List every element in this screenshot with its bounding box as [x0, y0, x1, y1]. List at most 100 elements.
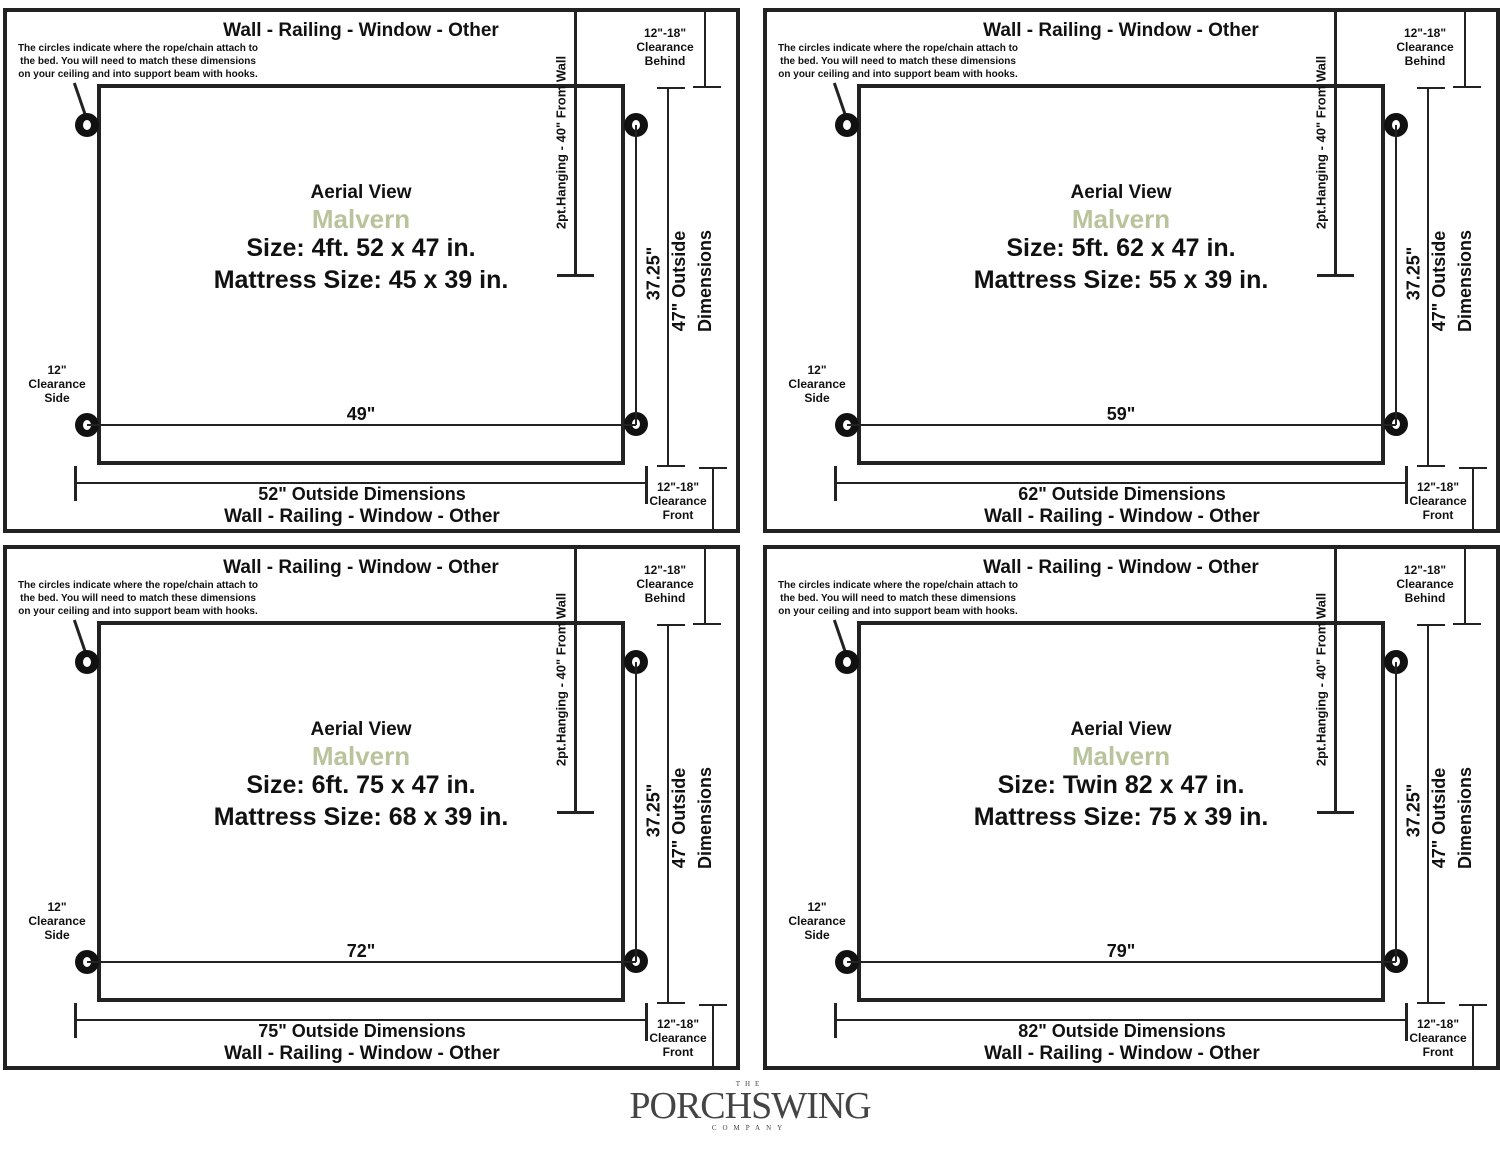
logo-the: THE [735, 1080, 765, 1088]
clearance-front-label: 12"-18" Clearance Front [1409, 1017, 1467, 1059]
outside-width-label: 52" Outside Dimensions [258, 484, 466, 504]
behind-line [704, 12, 706, 88]
outside-depth-tick [657, 1002, 685, 1004]
bed-diagram-panel: Wall - Railing - Window - Other The circ… [763, 545, 1500, 1070]
mattress-size: Mattress Size: 75 x 39 in. [973, 803, 1269, 831]
front-tick [1459, 467, 1487, 469]
model-name: Malvern [1071, 741, 1171, 771]
bottom-wall-label: Wall - Railing - Window - Other [984, 1043, 1260, 1064]
clearance-behind-label: 12"-18" Clearance Behind [1396, 26, 1454, 68]
hanging-tick [557, 811, 594, 814]
outside-depth-line [667, 625, 669, 1003]
model-name: Malvern [311, 741, 411, 771]
hook-note: The circles indicate where the rope/chai… [17, 43, 259, 80]
aerial-view-label: Aerial View [310, 719, 412, 740]
logo-main: PORCHSWING [629, 1085, 871, 1127]
outside-depth-tick [657, 624, 685, 626]
outside-depth-label: 47" Outside Dimensions [666, 201, 718, 361]
hanging-line [574, 12, 577, 276]
hook-span-label: 79" [1106, 941, 1136, 961]
front-line [1472, 467, 1474, 533]
depth-line [1395, 662, 1397, 962]
width-line [835, 482, 1406, 484]
outside-depth-line2: Dimensions [1455, 229, 1475, 333]
top-wall-label: Wall - Railing - Window - Other [223, 557, 499, 578]
logo-sub: COMPANY [711, 1124, 789, 1132]
behind-tick [1453, 623, 1481, 625]
bed-size: Size: 4ft. 52 x 47 in. [246, 234, 476, 262]
outside-depth-label: 47" Outside Dimensions [1426, 201, 1478, 361]
outside-depth-tick [1417, 624, 1445, 626]
outside-depth-tick [1417, 87, 1445, 89]
mattress-size: Mattress Size: 55 x 39 in. [973, 266, 1269, 294]
hanging-line [1334, 549, 1337, 813]
front-tick [1459, 1004, 1487, 1006]
hook-note: The circles indicate where the rope/chai… [777, 43, 1019, 80]
depth-label: 37.25" [643, 783, 664, 838]
hook-circle-icon [75, 650, 99, 674]
hook-circle-icon [835, 113, 859, 137]
outside-depth-line1: 47" Outside [1429, 767, 1449, 869]
bed-size: Size: Twin 82 x 47 in. [997, 771, 1245, 799]
bed-diagram-panel: Wall - Railing - Window - Other The circ… [3, 545, 740, 1070]
depth-label: 37.25" [643, 246, 664, 301]
outside-depth-line2: Dimensions [695, 229, 715, 333]
hanging-label: 2pt.Hanging - 40" From Wall [1313, 55, 1329, 230]
depth-label: 37.25" [1403, 783, 1424, 838]
front-line [712, 1004, 714, 1070]
hook-span-label: 49" [346, 404, 376, 424]
behind-line [1464, 549, 1466, 625]
outside-depth-line1: 47" Outside [1429, 230, 1449, 332]
clearance-side-label: 12" Clearance Side [788, 363, 846, 405]
hook-circle-icon [75, 113, 99, 137]
outside-depth-tick [657, 465, 685, 467]
width-line [75, 1019, 646, 1021]
outside-width-label: 62" Outside Dimensions [1018, 484, 1226, 504]
behind-tick [693, 623, 721, 625]
top-wall-label: Wall - Railing - Window - Other [983, 557, 1259, 578]
bed-size: Size: 6ft. 75 x 47 in. [246, 771, 476, 799]
width-tick [645, 1003, 648, 1041]
mattress-size: Mattress Size: 45 x 39 in. [213, 266, 509, 294]
clearance-behind-label: 12"-18" Clearance Behind [636, 563, 694, 605]
front-line [712, 467, 714, 533]
hook-span-label: 72" [346, 941, 376, 961]
outside-depth-line [1427, 625, 1429, 1003]
outside-depth-line1: 47" Outside [669, 230, 689, 332]
width-tick [834, 466, 837, 501]
bed-outline [857, 621, 1385, 1002]
behind-line [704, 549, 706, 625]
hanging-tick [557, 274, 594, 277]
clearance-behind-label: 12"-18" Clearance Behind [1396, 563, 1454, 605]
bed-diagram-panel: Wall - Railing - Window - Other The circ… [763, 8, 1500, 533]
width-tick [74, 1003, 77, 1038]
top-wall-label: Wall - Railing - Window - Other [983, 20, 1259, 41]
width-tick [74, 466, 77, 501]
outside-width-label: 82" Outside Dimensions [1018, 1021, 1226, 1041]
clearance-behind-label: 12"-18" Clearance Behind [636, 26, 694, 68]
top-wall-label: Wall - Railing - Window - Other [223, 20, 499, 41]
hook-span-line [847, 424, 1396, 426]
front-tick [699, 1004, 727, 1006]
hook-span-line [87, 424, 636, 426]
clearance-front-label: 12"-18" Clearance Front [649, 480, 707, 522]
bottom-wall-label: Wall - Railing - Window - Other [224, 506, 500, 527]
width-tick [1405, 466, 1408, 504]
width-line [75, 482, 646, 484]
outside-depth-line1: 47" Outside [669, 767, 689, 869]
bottom-wall-label: Wall - Railing - Window - Other [224, 1043, 500, 1064]
bed-diagram-panel: Wall - Railing - Window - Other The circ… [3, 8, 740, 533]
hook-span-label: 59" [1106, 404, 1136, 424]
hook-span-line [847, 961, 1396, 963]
model-name: Malvern [311, 204, 411, 234]
clearance-front-label: 12"-18" Clearance Front [649, 1017, 707, 1059]
outside-width-label: 75" Outside Dimensions [258, 1021, 466, 1041]
outside-depth-line2: Dimensions [695, 766, 715, 870]
aerial-view-label: Aerial View [310, 182, 412, 203]
hanging-line [1334, 12, 1337, 276]
hook-circle-icon [835, 650, 859, 674]
porchswing-logo: THE PORCHSWING COMPANY [600, 1080, 900, 1132]
width-line [835, 1019, 1406, 1021]
hanging-label: 2pt.Hanging - 40" From Wall [553, 55, 569, 230]
outside-depth-line [1427, 88, 1429, 466]
